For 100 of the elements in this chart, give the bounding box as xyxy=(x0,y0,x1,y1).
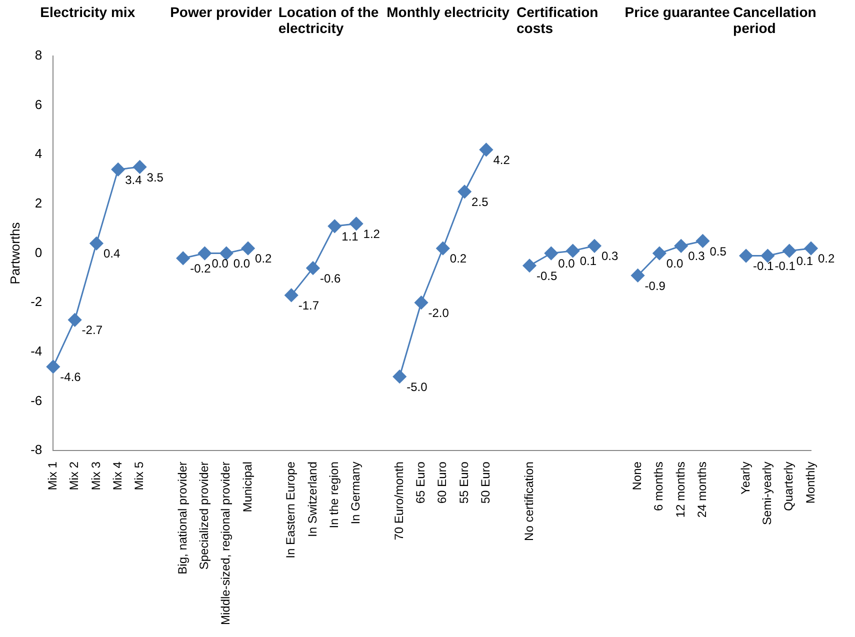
data-label: -0.2 xyxy=(190,262,212,276)
x-tick-label: 60 Euro xyxy=(435,461,450,504)
text: Monthly electricity xyxy=(386,4,510,20)
point xyxy=(739,249,753,263)
data-label: 0.4 xyxy=(103,246,120,261)
point xyxy=(479,142,493,156)
data-label: 3.4 xyxy=(125,172,142,187)
point xyxy=(220,246,234,260)
x-tick-label: Big, national provider xyxy=(175,462,190,574)
point xyxy=(566,244,580,258)
x-tick-label: 50 Euro xyxy=(478,461,493,504)
x-tick-label: Monthly xyxy=(803,462,818,504)
point xyxy=(588,239,602,253)
point xyxy=(90,236,104,250)
data-label: -2.7 xyxy=(82,323,103,338)
x-tick-label: None xyxy=(630,461,644,490)
data-label: -0.1 xyxy=(753,259,774,274)
data-label: 0.1 xyxy=(580,254,597,268)
data-label: -2.0 xyxy=(428,306,450,320)
point xyxy=(68,313,82,327)
point xyxy=(328,219,342,233)
text: Cancellation period xyxy=(733,4,816,36)
x-tick-label: In Eastern Europe xyxy=(284,461,298,558)
point xyxy=(176,251,190,265)
x-tick-label: Middle-sized, regional provider xyxy=(218,462,233,626)
data-label: -4.6 xyxy=(60,370,82,384)
x-tick-label: 6 months xyxy=(652,462,666,511)
x-tick-label: Semi-yearly xyxy=(760,462,774,525)
data-label: 0.2 xyxy=(450,252,467,266)
data-label: 0.5 xyxy=(710,244,727,258)
point xyxy=(782,244,796,258)
data-label: 0.2 xyxy=(255,252,272,266)
y-tick-label: 2 xyxy=(34,196,42,211)
data-label: -0.6 xyxy=(320,271,341,286)
point xyxy=(306,261,320,275)
data-label: 0.1 xyxy=(796,254,814,268)
text: Certification costs xyxy=(516,4,598,36)
x-tick-label: In the region xyxy=(326,462,341,528)
x-tick-label: 55 Euro xyxy=(456,461,471,504)
point xyxy=(458,184,472,198)
y-tick-label: -8 xyxy=(30,442,42,458)
y-tick-label: 8 xyxy=(34,48,42,63)
x-tick-label: 12 months xyxy=(673,462,688,518)
text: Location of the electricity xyxy=(278,4,379,36)
x-tick-label: 70 Euro/month xyxy=(392,462,406,540)
text: Electricity mix xyxy=(40,4,136,20)
data-label: -1.7 xyxy=(298,298,320,313)
text: Power provider xyxy=(170,4,273,20)
point xyxy=(414,296,428,310)
x-tick-label: 24 months xyxy=(695,462,710,518)
data-label: -0.1 xyxy=(774,259,796,274)
point xyxy=(674,239,688,253)
x-tick-label: Mix 3 xyxy=(88,461,103,490)
data-label: -0.9 xyxy=(644,278,666,293)
x-tick-label: In Switzerland xyxy=(305,462,320,537)
data-label: 0.0 xyxy=(212,256,229,271)
data-label: -0.5 xyxy=(536,268,558,283)
x-tick-label: Quarterly xyxy=(782,462,796,511)
point xyxy=(804,242,818,256)
x-tick-label: Mix 1 xyxy=(45,461,60,490)
y-tick-label: -4 xyxy=(30,344,42,359)
data-label: 0.0 xyxy=(666,256,684,271)
x-tick-label: No certification xyxy=(522,462,536,541)
data-label: -5.0 xyxy=(406,380,428,394)
y-tick-label: -6 xyxy=(30,392,42,408)
point xyxy=(652,246,666,260)
data-label: 0.3 xyxy=(688,249,706,264)
x-tick-label: Municipal xyxy=(240,462,254,512)
x-tick-label: Mix 2 xyxy=(67,461,82,490)
y-tick-label: 4 xyxy=(34,146,42,162)
point xyxy=(436,242,450,256)
data-label: 4.2 xyxy=(493,153,510,168)
x-tick-label: 65 Euro xyxy=(414,461,428,504)
point xyxy=(544,246,558,260)
point xyxy=(392,370,406,384)
point xyxy=(111,162,125,176)
y-tick-label: 6 xyxy=(34,96,42,112)
data-label: 0.2 xyxy=(818,252,836,266)
point xyxy=(46,360,60,374)
data-label: 1.2 xyxy=(363,227,380,242)
x-tick-label: In Germany xyxy=(348,462,363,524)
y-axis-title: Partworths xyxy=(7,222,22,284)
x-tick-label: Mix 4 xyxy=(110,461,124,490)
data-label: 0.0 xyxy=(233,256,250,271)
point xyxy=(284,288,298,302)
y-tick-label: 0 xyxy=(34,244,42,260)
data-label: 3.5 xyxy=(146,170,164,184)
data-label: 1.1 xyxy=(342,229,359,244)
point xyxy=(631,268,645,282)
point xyxy=(696,234,710,248)
point xyxy=(522,258,536,272)
data-label: 0.3 xyxy=(601,249,618,264)
data-label: 0.0 xyxy=(558,256,576,271)
data-label: 2.5 xyxy=(472,194,489,209)
x-tick-label: Specialized provider xyxy=(197,462,212,570)
x-tick-label: Mix 5 xyxy=(132,461,146,490)
x-tick-label: Yearly xyxy=(738,462,752,495)
y-tick-label: -2 xyxy=(30,294,42,310)
point xyxy=(350,216,364,230)
point xyxy=(760,249,774,263)
